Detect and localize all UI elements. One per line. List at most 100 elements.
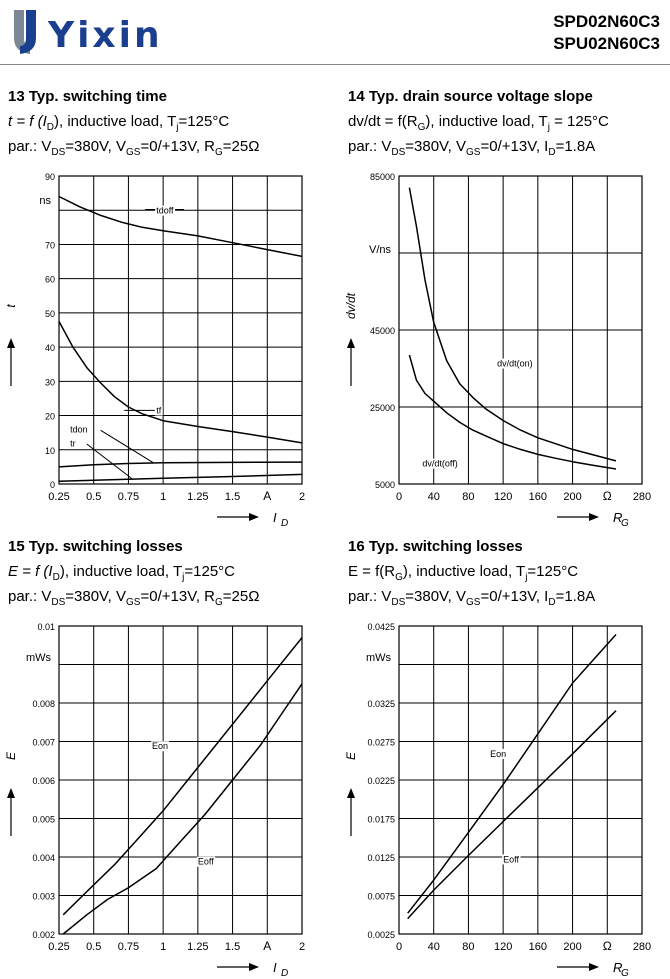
series-line-eoff	[62, 683, 303, 935]
chart-switching-losses-rg: 0 40 80 120 160 200 280 Ω 0.0025 0.0075 0.0125 0.01…	[344, 622, 651, 979]
y-tick-label: 0	[50, 480, 55, 490]
x-tick-label: 1.25	[187, 941, 208, 953]
y-tick-label: 25000	[370, 403, 395, 413]
series-label-bg	[421, 458, 459, 469]
x-tick-label: 40	[428, 941, 440, 953]
y-tick-label: 0.0125	[367, 853, 395, 863]
series-label-bg	[155, 405, 163, 416]
y-tick-label: 20	[45, 412, 55, 422]
x-axis-label-sub: D	[281, 968, 288, 979]
series-line-dv-dt-off-	[408, 354, 617, 470]
x-tick-label: 1	[160, 941, 166, 953]
shield-icon	[14, 10, 36, 54]
x-arrow-head	[589, 513, 599, 521]
chart-switching-time: 0.25 0.5 0.75 1 1.25 1.5 2 A 0 10 20 30 40 50 60 70 90 ns…	[4, 172, 305, 529]
x-tick-label: 1	[160, 491, 166, 503]
x-tick-label: 1.25	[187, 491, 208, 503]
y-tick-label: 0.0275	[367, 738, 395, 748]
y-tick-label: 0.003	[32, 892, 55, 902]
series-label: tf	[156, 406, 162, 416]
logo-text: Yixin	[47, 15, 163, 56]
y-unit-label: V/ns	[369, 244, 392, 256]
plot-frame	[398, 625, 643, 935]
x-tick-label: 0.5	[86, 491, 101, 503]
y-tick-label: 0.005	[32, 815, 55, 825]
y-tick-label: 0.002	[32, 930, 55, 940]
series-label-bg	[151, 741, 170, 752]
panel-function-line: E = f(RG), inductive load, Tj=125°C	[348, 563, 579, 583]
x-tick-label: 120	[494, 491, 512, 503]
x-axis-label-sub: D	[281, 518, 288, 529]
x-arrow-head	[589, 963, 599, 971]
x-tick-label: 0	[396, 491, 402, 503]
x-tick-label: 80	[462, 491, 474, 503]
y-arrow-head	[347, 788, 355, 798]
chart-switching-losses-id: 0.25 0.5 0.75 1 1.25 1.5 2 A 0.002 0.003 0.004 0.00…	[4, 622, 305, 979]
series-label-bg	[196, 856, 216, 867]
chart-voltage-slope: 0 40 80 120 160 200 280 Ω 5000 25000 45000 85000 V/n…	[344, 172, 651, 529]
y-tick-label: 90	[45, 172, 55, 182]
y-tick-label: 70	[45, 240, 55, 250]
series-line-eoff	[407, 710, 617, 920]
y-arrow-head	[347, 338, 355, 348]
plot-frame	[58, 625, 303, 935]
x-tick-label: 160	[529, 941, 547, 953]
x-tick-label: 2	[299, 941, 305, 953]
series-line-eon	[62, 637, 303, 916]
x-tick-label: 0	[396, 941, 402, 953]
y-tick-label: 45000	[370, 326, 395, 336]
x-axis-label: R	[613, 960, 622, 975]
panel-function-line: t = f (ID), inductive load, Tj=125°C	[8, 113, 230, 133]
series-label-bg	[69, 438, 77, 449]
series-label: Eoff	[198, 857, 214, 867]
series-label-bg	[69, 424, 89, 435]
y-unit-label: mWs	[366, 652, 392, 664]
x-tick-label: 280	[633, 491, 651, 503]
x-tick-label: 1.5	[225, 491, 240, 503]
x-arrow-head	[249, 963, 259, 971]
series-label-bg	[155, 205, 176, 216]
y-tick-label: 0.006	[32, 776, 55, 786]
series-label-bg	[496, 358, 534, 369]
x-tick-label: 0.5	[86, 941, 101, 953]
panel-title: 13 Typ. switching time	[8, 88, 167, 105]
leader-line	[100, 429, 154, 464]
x-tick-label: 200	[563, 491, 581, 503]
x-axis-label: R	[613, 510, 622, 525]
x-tick-label: 40	[428, 491, 440, 503]
series-label: tdon	[70, 425, 88, 435]
x-axis-label: I	[273, 960, 277, 975]
y-axis-label: E	[344, 751, 358, 760]
y-tick-label: 0.0225	[367, 776, 395, 786]
y-arrow-head	[7, 788, 15, 798]
x-unit-label: A	[263, 489, 271, 503]
panel-parameter-line: par.: VDS=380V, VGS=0/+13V, ID=1.8A	[348, 138, 596, 158]
series-line-tr	[58, 473, 303, 483]
panel-parameter-line: par.: VDS=380V, VGS=0/+13V, RG=25Ω	[8, 138, 260, 158]
x-tick-label: 120	[494, 941, 512, 953]
x-arrow-head	[249, 513, 259, 521]
x-tick-label: 80	[462, 941, 474, 953]
series-label: tdoff	[156, 206, 174, 216]
y-tick-label: 0.007	[32, 738, 55, 748]
x-unit-label: Ω	[603, 489, 612, 503]
plot-frame	[58, 175, 303, 485]
series-label-bg	[489, 748, 508, 759]
panel-parameter-line: par.: VDS=380V, VGS=0/+13V, RG=25Ω	[8, 588, 260, 608]
y-tick-label: 0.0175	[367, 815, 395, 825]
y-axis-label: t	[4, 304, 18, 308]
company-logo: Yixin	[14, 10, 163, 56]
series-label: Eoff	[503, 854, 519, 864]
panel-title: 15 Typ. switching losses	[8, 538, 183, 555]
series-label: Eon	[152, 741, 168, 751]
series-line-tdon	[58, 461, 303, 468]
y-tick-label: 0.01	[37, 622, 55, 632]
series-label: tr	[70, 438, 76, 448]
x-unit-label: Ω	[603, 939, 612, 953]
y-unit-label: ns	[39, 195, 51, 207]
y-tick-label: 0.0425	[367, 622, 395, 632]
leader-line	[86, 443, 133, 480]
y-tick-label: 0.008	[32, 699, 55, 709]
series-label-bg	[502, 854, 521, 865]
y-tick-label: 0.004	[32, 853, 55, 863]
